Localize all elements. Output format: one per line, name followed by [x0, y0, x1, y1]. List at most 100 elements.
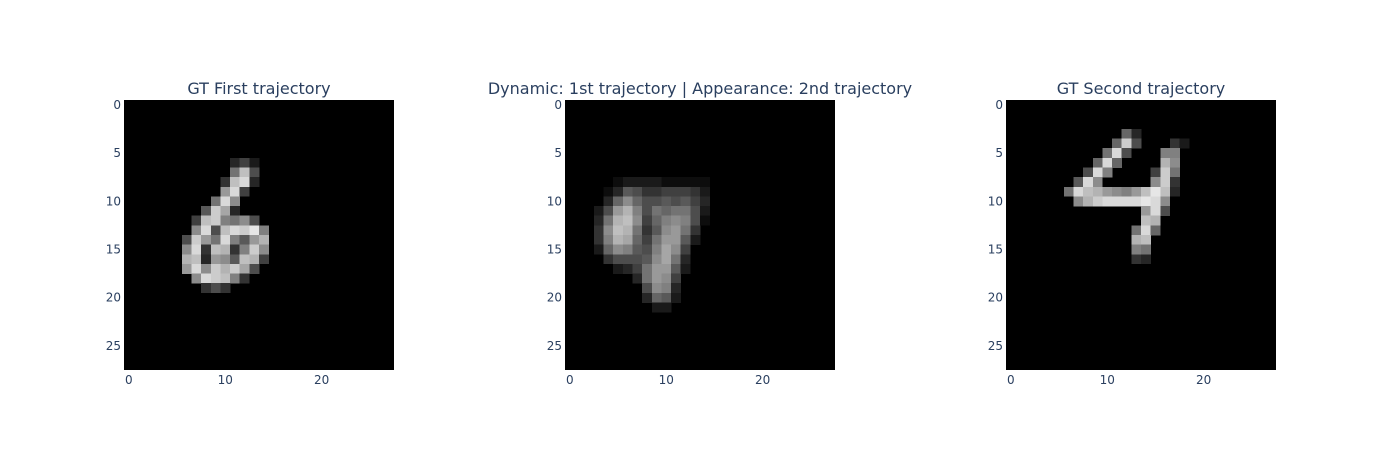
heatmap-cell: [220, 186, 231, 197]
heatmap-cell: [642, 283, 653, 294]
x-tick-label: 10: [659, 373, 674, 387]
heatmap-cell: [1092, 157, 1103, 168]
heatmap-cell: [603, 215, 614, 226]
heatmap-cell: [613, 263, 624, 274]
heatmap-cell: [622, 186, 633, 197]
heatmap-cell: [230, 244, 241, 255]
heatmap-cell: [661, 225, 672, 236]
heatmap-cell: [259, 235, 269, 245]
y-tick-label: 10: [106, 194, 121, 208]
y-tick-label: 20: [106, 291, 121, 305]
heatmap-cell: [671, 177, 682, 188]
heatmap-panel-1: GT First trajectory 0 5 10 15 20 25 0 10 20: [106, 79, 394, 387]
heatmap-panel-2: Dynamic: 1st trajectory | Appearance: 2n…: [488, 79, 912, 387]
panel-title: Dynamic: 1st trajectory | Appearance: 2n…: [488, 79, 912, 98]
heatmap-cell: [259, 254, 269, 265]
heatmap-cell: [622, 263, 633, 274]
heatmap-cell: [1073, 186, 1084, 197]
heatmap-cell: [1102, 148, 1113, 159]
heatmap-cell: [181, 244, 192, 255]
heatmap-cell: [181, 263, 192, 274]
heatmap-cell: [191, 215, 202, 226]
heatmap-cell: [239, 225, 250, 236]
heatmap-cell: [651, 263, 662, 274]
heatmap-cell: [1169, 186, 1180, 197]
heatmap-cell: [220, 235, 231, 245]
heatmap-cell: [1121, 138, 1132, 149]
heatmap-cell: [671, 186, 682, 197]
heatmap-cell: [1131, 138, 1142, 149]
heatmap-cell: [632, 244, 643, 255]
y-tick-label: 5: [554, 146, 562, 160]
heatmap-cell: [680, 196, 691, 207]
heatmap-cell: [1112, 186, 1123, 197]
heatmap-cell: [603, 235, 614, 245]
heatmap-cell: [1141, 235, 1151, 245]
heatmap-cell: [220, 263, 231, 274]
heatmap-cell: [690, 177, 701, 188]
heatmap-cell: [210, 206, 221, 217]
heatmap-cell: [632, 215, 643, 226]
heatmap-cell: [210, 235, 221, 245]
heatmap-cell: [690, 186, 701, 197]
heatmap-cell: [603, 206, 614, 217]
x-tick-label: 0: [1007, 373, 1015, 387]
heatmap-cell: [220, 254, 231, 265]
heatmap-cell: [239, 235, 250, 245]
heatmap-cell: [680, 186, 691, 197]
y-tick-label: 20: [988, 291, 1003, 305]
heatmap-cell: [230, 263, 241, 274]
heatmap-cell: [220, 206, 231, 217]
heatmap-cell: [210, 263, 221, 274]
heatmap-cell: [201, 215, 212, 226]
heatmap-cell: [642, 206, 653, 217]
heatmap-cell: [642, 254, 653, 265]
heatmap-cell: [1150, 167, 1161, 178]
heatmap-cell: [201, 206, 212, 217]
heatmap-panel-3: GT Second trajectory 0 5 10 15 20 25 0 10 20: [988, 79, 1276, 387]
heatmap-cell: [239, 177, 250, 188]
heatmap-cell: [680, 206, 691, 217]
heatmap-cell: [201, 225, 212, 236]
heatmap-cell: [1160, 167, 1171, 178]
heatmap-cell: [249, 215, 260, 226]
heatmap-cell: [613, 206, 624, 217]
heatmap-cell: [671, 244, 682, 255]
heatmap-cell: [1169, 157, 1180, 168]
heatmap-cell: [632, 235, 643, 245]
heatmap-cell: [1102, 167, 1113, 178]
y-tick-label: 0: [113, 98, 121, 112]
heatmap-cell: [680, 225, 691, 236]
heatmap-cell: [201, 254, 212, 265]
heatmap-cell: [230, 206, 241, 217]
heatmap-cell: [632, 263, 643, 274]
heatmap-cell: [1092, 177, 1103, 188]
heatmap-cell: [661, 196, 672, 207]
heatmap-cell: [632, 186, 643, 197]
heatmap-cell: [191, 254, 202, 265]
y-tick-label: 15: [547, 242, 562, 256]
heatmap-cell: [1131, 186, 1142, 197]
x-tick-label: 10: [218, 373, 233, 387]
heatmap-cell: [220, 215, 231, 226]
heatmap-cell: [249, 235, 260, 245]
heatmap-cell: [700, 206, 710, 217]
y-tick-label: 25: [988, 339, 1003, 353]
y-tick-label: 0: [995, 98, 1003, 112]
heatmap-cell: [671, 254, 682, 265]
heatmap-cell: [671, 292, 682, 303]
panel-title: GT First trajectory: [187, 79, 330, 98]
heatmap-cell: [1112, 157, 1123, 168]
heatmap-cell: [1102, 196, 1113, 207]
heatmap-cell: [239, 273, 250, 284]
heatmap-cell: [671, 206, 682, 217]
heatmap-cell: [651, 254, 662, 265]
heatmap-cell: [249, 177, 260, 188]
heatmap-cell: [1150, 215, 1161, 226]
heatmap-cell: [1141, 225, 1151, 236]
heatmap-cell: [622, 235, 633, 245]
heatmap-cell: [661, 244, 672, 255]
heatmap-cell: [632, 196, 643, 207]
y-tick-label: 15: [106, 242, 121, 256]
heatmap-cell: [613, 254, 624, 265]
